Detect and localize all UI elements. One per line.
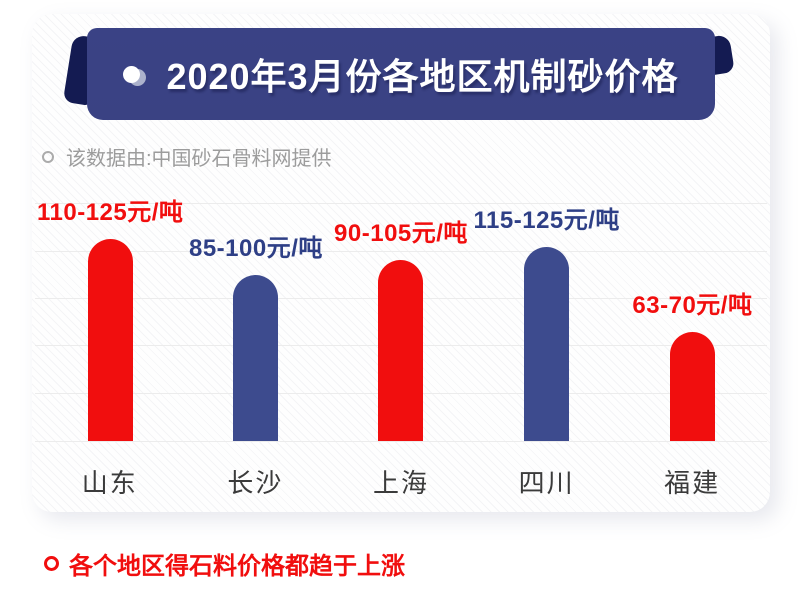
circle-bullet-icon	[42, 150, 54, 163]
category-label: 福建	[664, 468, 721, 498]
data-source-note: 该数据由:中国砂石骨料网提供	[42, 142, 332, 171]
bar	[524, 247, 570, 441]
bar-column-3: 90-105元/吨	[328, 160, 473, 441]
page-title: 2020年3月份各地区机制砂价格	[166, 56, 679, 97]
bar	[87, 239, 133, 441]
category-label: 长沙	[227, 468, 284, 498]
footnote: 各个地区得石料价格都趋于上涨	[44, 546, 405, 581]
bar	[669, 332, 715, 441]
category-label: 山东	[81, 468, 138, 498]
category-label: 上海	[372, 468, 429, 498]
gridline	[35, 441, 767, 442]
value-label: 115-125元/吨	[473, 207, 620, 234]
value-label: 85-100元/吨	[188, 235, 323, 262]
footnote-text: 各个地区得石料价格都趋于上涨	[69, 553, 405, 580]
bullet-dot-icon	[123, 65, 141, 83]
category-label: 四川	[518, 468, 575, 498]
bar-column-4: 115-125元/吨	[474, 160, 620, 441]
value-label: 90-105元/吨	[334, 220, 468, 247]
bar-column-2: 85-100元/吨	[183, 160, 328, 441]
value-label: 63-70元/吨	[632, 292, 753, 319]
bar	[378, 260, 424, 441]
gridline	[35, 203, 767, 204]
title-banner: 2020年3月份各地区机制砂价格	[87, 28, 715, 120]
value-label: 110-125元/吨	[37, 199, 184, 226]
bars-row: 110-125元/吨 85-100元/吨 90-105元/吨 115-125元/吨 63…	[37, 160, 765, 441]
bar	[233, 275, 279, 441]
gridline	[35, 251, 767, 252]
data-source-text: 该数据由:中国砂石骨料网提供	[66, 148, 332, 170]
bar-column-5: 63-70元/吨	[620, 160, 765, 441]
circle-bullet-icon	[44, 556, 59, 571]
category-labels-row: 山东 长沙 上海 四川 福建	[37, 463, 765, 500]
bar-column-1: 110-125元/吨	[37, 160, 183, 441]
